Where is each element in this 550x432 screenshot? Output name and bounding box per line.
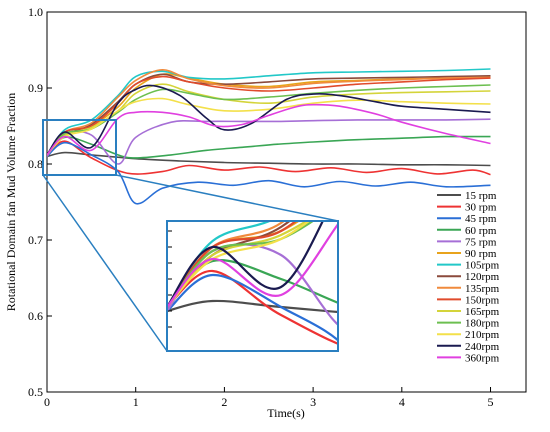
inset-series-line-13 xyxy=(167,221,324,308)
inset-series-line-14 xyxy=(167,222,338,308)
series-line-0 xyxy=(47,151,491,167)
inset-series-line-6 xyxy=(167,221,273,308)
legend-label: 45 rpm xyxy=(465,213,497,225)
legend-label: 165rpm xyxy=(465,306,500,318)
axes: 0 1 2 3 4 5 0.5 0.6 0.7 0.8 0.9 1.0 xyxy=(28,5,494,409)
series-line-10 xyxy=(47,83,491,156)
legend-label: 105rpm xyxy=(465,260,500,272)
series-lines xyxy=(47,68,491,205)
legend-label: 90 rpm xyxy=(465,248,497,260)
series-line-6 xyxy=(47,68,491,156)
y-tick-label: 0.5 xyxy=(28,385,43,399)
zoom-connector-line xyxy=(42,174,168,352)
inset-series-line-12 xyxy=(167,221,311,308)
series-line-14 xyxy=(47,103,491,156)
legend-label: 240rpm xyxy=(465,341,500,353)
inset-series-line-0 xyxy=(167,299,338,314)
inset-series-line-9 xyxy=(167,221,298,308)
y-axis-title: Rotational Domain fan Mud Volume Fractio… xyxy=(4,93,18,312)
zoom-source-box xyxy=(42,119,117,176)
series-line-2 xyxy=(47,141,491,205)
x-tick-label: 4 xyxy=(399,395,405,409)
legend-label: 210rpm xyxy=(465,329,500,341)
y-tick-label: 0.6 xyxy=(28,309,43,323)
y-tick-label: 0.7 xyxy=(28,233,43,247)
legend-label: 150rpm xyxy=(465,294,500,306)
zoom-connector-line xyxy=(115,174,339,222)
inset-series-line-2 xyxy=(167,273,338,342)
legend-label: 360rpm xyxy=(465,352,500,364)
series-line-8 xyxy=(47,68,491,156)
y-tick-label: 1.0 xyxy=(28,5,43,19)
series-line-1 xyxy=(47,140,491,176)
inset-series-line-10 xyxy=(167,221,309,308)
inset-series-line-1 xyxy=(167,269,338,346)
series-line-12 xyxy=(47,97,491,156)
series-line-13 xyxy=(47,84,491,156)
y-tick-label: 0.9 xyxy=(28,81,43,95)
legend-label: 75 rpm xyxy=(465,236,497,248)
legend-label: 120rpm xyxy=(465,271,500,283)
legend-label: 135rpm xyxy=(465,283,500,295)
legend-label: 180rpm xyxy=(465,318,500,330)
inset-frame xyxy=(166,220,339,352)
series-line-4 xyxy=(47,118,491,165)
legend-label: 60 rpm xyxy=(465,225,497,237)
legend-label: 30 rpm xyxy=(465,202,497,214)
x-tick-label: 5 xyxy=(488,395,494,409)
legend-label: 15 rpm xyxy=(465,190,497,202)
x-tick-label: 1 xyxy=(133,395,139,409)
x-axis-title: Time(s) xyxy=(267,406,305,420)
series-line-7 xyxy=(47,73,491,156)
inset-lines xyxy=(167,221,338,346)
x-tick-label: 2 xyxy=(221,395,227,409)
y-tick-label: 0.8 xyxy=(28,157,43,171)
x-tick-label: 3 xyxy=(310,395,316,409)
inset-series-line-11 xyxy=(167,221,315,308)
x-tick-label: 0 xyxy=(44,395,50,409)
series-line-9 xyxy=(47,75,491,156)
